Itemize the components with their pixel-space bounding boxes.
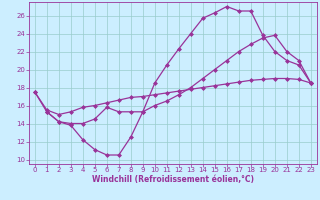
X-axis label: Windchill (Refroidissement éolien,°C): Windchill (Refroidissement éolien,°C) bbox=[92, 175, 254, 184]
